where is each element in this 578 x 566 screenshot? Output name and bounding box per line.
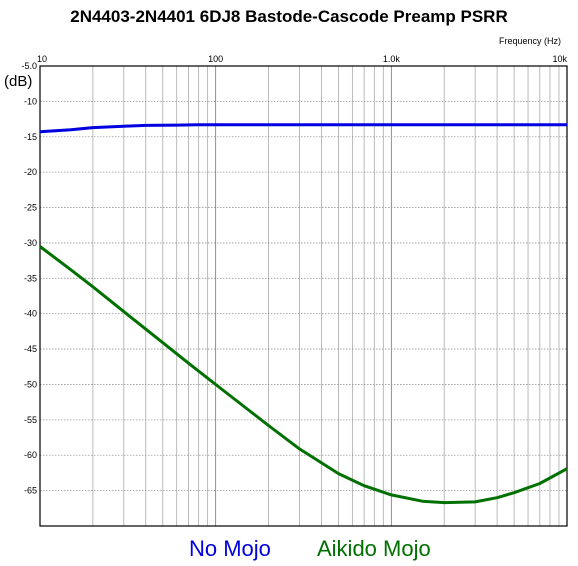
y-tick-label: -15: [24, 132, 37, 142]
y-axis-label: (dB): [4, 73, 32, 90]
y-tick-label: -65: [24, 486, 37, 496]
legend: No Mojo Aikido Mojo: [189, 536, 431, 561]
plot-frame: [39, 65, 568, 527]
x-tick-label: 100: [208, 54, 223, 64]
series: [39, 123, 568, 505]
x-tick-label: 1.0k: [383, 54, 401, 64]
series-line-2: [39, 245, 568, 505]
grid: [40, 66, 567, 526]
x-tick-label: 10: [37, 54, 47, 64]
y-tick-label: -30: [24, 238, 37, 248]
y-tick-label: -60: [24, 450, 37, 460]
tick-labels: 10 100 1.0k 10k -5.0 -10 -15 -20 -25 -30 -35 -40 -45…: [21, 54, 567, 496]
legend-entry-2: Aikido Mojo: [317, 536, 431, 561]
legend-entry-1: No Mojo: [189, 536, 271, 561]
y-tick-label: -20: [24, 167, 37, 177]
x-axis-label: Frequency (Hz): [499, 36, 561, 46]
series-line-1: [39, 123, 567, 134]
y-tick-label: -25: [24, 203, 37, 213]
y-tick-label: -5.0: [21, 61, 37, 71]
x-tick-label: 10k: [552, 54, 567, 64]
y-tick-label: -10: [24, 96, 37, 106]
y-tick-label: -50: [24, 379, 37, 389]
chart-title: 2N4403-2N4401 6DJ8 Bastode-Cascode Pream…: [70, 7, 507, 26]
y-tick-label: -40: [24, 309, 37, 319]
y-tick-label: -35: [24, 273, 37, 283]
y-tick-label: -45: [24, 344, 37, 354]
y-tick-label: -55: [24, 415, 37, 425]
